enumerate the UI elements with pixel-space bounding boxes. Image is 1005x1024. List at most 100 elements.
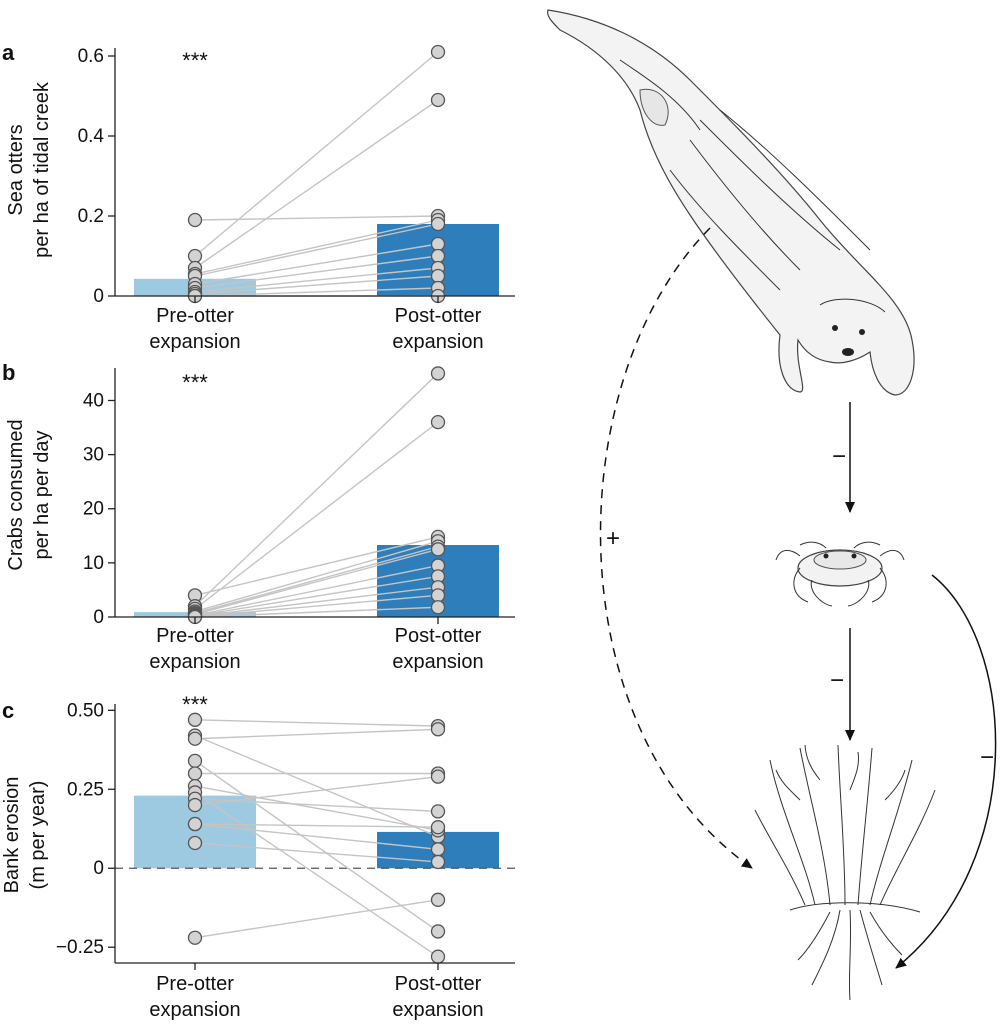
data-point-post: [430, 366, 446, 381]
y-tick-label: 20: [83, 499, 104, 520]
x-category-label: expansion: [149, 651, 240, 673]
otter-crab-sign: −: [832, 443, 846, 470]
data-point-post: [430, 268, 446, 284]
data-point-post: [430, 854, 446, 870]
paired-line: [194, 243, 439, 285]
paired-line: [194, 734, 439, 838]
marsh-plant-illustration: [754, 744, 936, 1001]
paired-line: [194, 540, 439, 613]
paired-line: [194, 823, 439, 850]
data-point-post: [430, 248, 446, 264]
data-point-pre: [187, 766, 203, 781]
significance-stars: ***: [182, 692, 208, 717]
paired-line: [194, 760, 439, 932]
panel-letter: a: [2, 40, 15, 65]
panel-letter: c: [2, 698, 14, 723]
paired-line: [194, 275, 439, 295]
y-tick-label: 0.2: [78, 206, 104, 227]
crab-roots-sign: −: [980, 744, 994, 771]
y-tick-label: 30: [83, 445, 104, 466]
paired-line: [194, 899, 439, 939]
y-axis-label: Bank erosion: [1, 777, 23, 894]
paired-line: [194, 823, 439, 828]
crab-illustration: [775, 541, 905, 607]
y-tick-label: 0: [93, 607, 104, 628]
data-point-post: [430, 949, 446, 964]
paired-line: [194, 842, 439, 863]
data-point-pre: [187, 835, 203, 851]
y-tick-label: 0.50: [67, 700, 104, 721]
data-point-post: [430, 804, 446, 819]
paired-line: [194, 785, 439, 832]
paired-line: [194, 728, 439, 740]
crab-to-roots-arrow: [895, 574, 997, 969]
y-axis-label: Crabs consumed: [5, 419, 27, 570]
data-point-post: [430, 92, 446, 108]
data-point-pre: [187, 797, 203, 813]
paired-line: [194, 215, 439, 221]
data-point-pre: [187, 930, 203, 945]
x-category-label: Pre-otter: [156, 625, 234, 647]
data-point-post: [430, 414, 446, 430]
data-point-post: [430, 769, 446, 784]
data-point-post: [430, 820, 446, 835]
y-axis-label: (m per year): [27, 781, 49, 890]
data-point-post: [430, 236, 446, 252]
x-category-label: expansion: [149, 999, 240, 1021]
paired-line: [194, 223, 439, 277]
y-tick-label: 0: [93, 286, 104, 307]
x-category-label: Post-otter: [395, 973, 482, 995]
data-point-pre: [187, 753, 203, 769]
data-point-post: [430, 542, 446, 557]
paired-line: [194, 564, 439, 617]
paired-line: [194, 545, 439, 614]
data-point-post: [430, 892, 446, 907]
x-category-label: Post-otter: [395, 625, 482, 647]
panel-b-chart: b 0 10 20 30 40 Pre-otter expansion Post-otter ex…: [2, 360, 515, 673]
x-category-label: Post-otter: [395, 305, 482, 327]
data-point-post: [430, 842, 446, 857]
otter-to-plant-dashed-arrow: [599, 227, 753, 869]
paired-line: [194, 99, 439, 269]
x-category-label: Pre-otter: [156, 305, 234, 327]
panel-letter: b: [2, 360, 15, 385]
data-point-pre: [187, 816, 203, 832]
paired-line: [194, 421, 439, 610]
data-point-pre: [187, 712, 203, 727]
y-tick-label: 0.4: [78, 126, 105, 147]
significance-stars: ***: [182, 370, 208, 395]
otter-plant-sign: +: [606, 525, 620, 552]
significance-stars: ***: [182, 48, 208, 73]
paired-line: [194, 791, 439, 958]
paired-line: [194, 287, 439, 297]
data-point-pre: [187, 731, 203, 746]
crab-plant-sign: −: [830, 667, 844, 694]
panel-a-chart: a 0 0.2 0.4 0.6 Pre-otter expansion Post-otter e…: [2, 40, 515, 353]
x-category-label: Pre-otter: [156, 973, 234, 995]
paired-line: [194, 51, 439, 257]
y-tick-label: 0.6: [78, 46, 104, 67]
paired-line: [194, 372, 439, 607]
x-category-label: expansion: [392, 999, 483, 1021]
y-tick-label: 10: [83, 553, 104, 574]
x-category-label: expansion: [392, 331, 483, 353]
y-tick-label: 0: [93, 858, 104, 879]
data-point-post: [430, 722, 446, 737]
y-axis-label: Sea otters: [5, 124, 27, 215]
paired-line: [194, 575, 439, 617]
y-axis-label: per ha of tidal creek: [31, 81, 53, 258]
data-point-post: [430, 588, 446, 603]
data-point-post: [430, 44, 446, 60]
data-point-post: [430, 216, 446, 232]
paired-line: [194, 586, 439, 618]
y-tick-label: 0.25: [67, 779, 104, 800]
paired-line: [194, 594, 439, 618]
data-point-pre: [187, 248, 203, 264]
y-tick-label: 40: [83, 390, 104, 411]
data-point-post: [430, 924, 446, 939]
y-tick-label: −0.25: [56, 937, 104, 958]
x-category-label: expansion: [149, 331, 240, 353]
paired-line: [194, 536, 439, 597]
paired-line: [194, 219, 439, 275]
food-web-diagram: − − − +: [547, 9, 997, 1001]
